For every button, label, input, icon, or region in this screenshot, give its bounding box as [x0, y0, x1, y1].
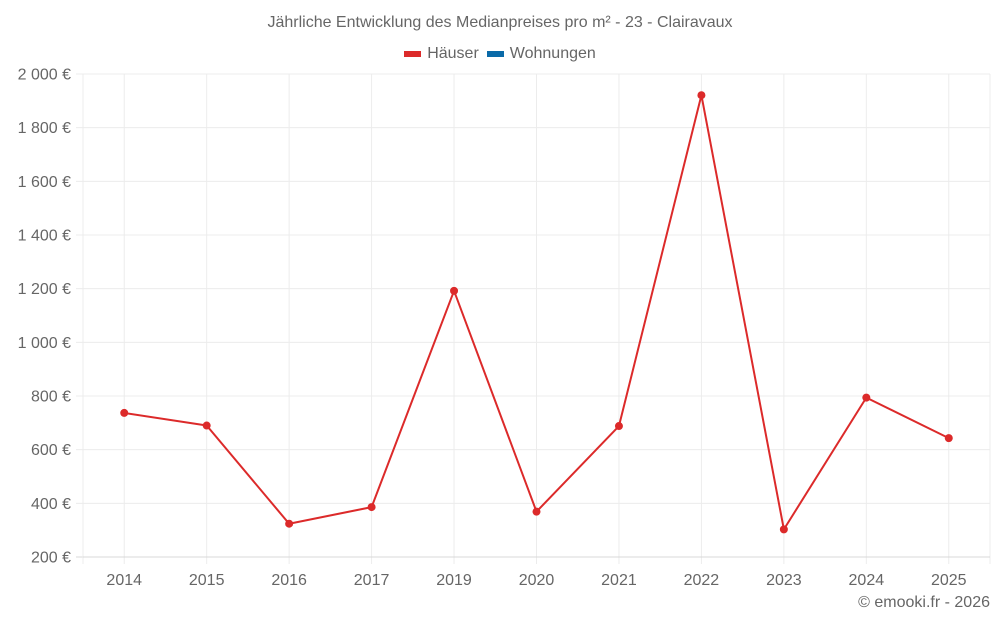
x-tick-label: 2015 — [189, 572, 225, 589]
x-tick-label: 2017 — [354, 572, 390, 589]
x-tick-label: 2014 — [106, 572, 142, 589]
y-tick-label: 1 800 € — [18, 120, 71, 137]
x-tick-label: 2023 — [766, 572, 802, 589]
x-tick-label: 2024 — [849, 572, 885, 589]
y-tick-label: 600 € — [31, 442, 71, 459]
data-point[interactable] — [450, 286, 459, 295]
y-tick-label: 1 400 € — [18, 228, 71, 245]
x-tick-label: 2016 — [271, 572, 307, 589]
data-point[interactable] — [862, 393, 871, 402]
data-point[interactable] — [120, 408, 129, 417]
data-point[interactable] — [202, 421, 211, 430]
legend-swatch-wohnungen-icon — [486, 51, 504, 57]
legend-label-haeuser: Häuser — [427, 45, 479, 62]
x-tick-label: 2019 — [436, 572, 472, 589]
y-tick-label: 200 € — [31, 550, 71, 567]
chart-legend: Häuser Wohnungen — [0, 45, 1000, 63]
x-axis: 2014 2015 2016 2017 2019 2020 2021 2022 2023 2024… — [106, 572, 966, 589]
x-tick-label: 2022 — [684, 572, 720, 589]
legend-item-haeuser[interactable]: Häuser — [404, 45, 479, 63]
y-tick-label: 400 € — [31, 496, 71, 513]
data-point[interactable] — [779, 525, 788, 534]
chart-title: Jährliche Entwicklung des Medianpreises … — [267, 14, 733, 31]
y-tick-label: 1 600 € — [18, 174, 71, 191]
series-haeuser — [120, 91, 953, 534]
data-point[interactable] — [532, 507, 541, 516]
x-tick-label: 2021 — [601, 572, 637, 589]
x-tick-label: 2025 — [931, 572, 967, 589]
data-point[interactable] — [367, 503, 376, 512]
y-tick-label: 2 000 € — [18, 67, 71, 84]
x-tick-label: 2020 — [519, 572, 555, 589]
copyright-credit: © emooki.fr - 2026 — [858, 594, 990, 611]
legend-swatch-haeuser-icon — [404, 51, 422, 57]
data-point[interactable] — [697, 91, 706, 100]
y-tick-label: 800 € — [31, 389, 71, 406]
data-point[interactable] — [944, 434, 953, 443]
legend-item-wohnungen[interactable]: Wohnungen — [486, 45, 596, 63]
y-tick-label: 1 000 € — [18, 335, 71, 352]
y-axis: 200 € 400 € 600 € 800 € 1 000 € 1 200 € 1 400 … — [18, 67, 71, 567]
y-tick-label: 1 200 € — [18, 281, 71, 298]
legend-label-wohnungen: Wohnungen — [509, 45, 596, 62]
grid-lines — [76, 73, 991, 564]
data-point[interactable] — [285, 519, 294, 528]
data-point[interactable] — [614, 422, 623, 431]
